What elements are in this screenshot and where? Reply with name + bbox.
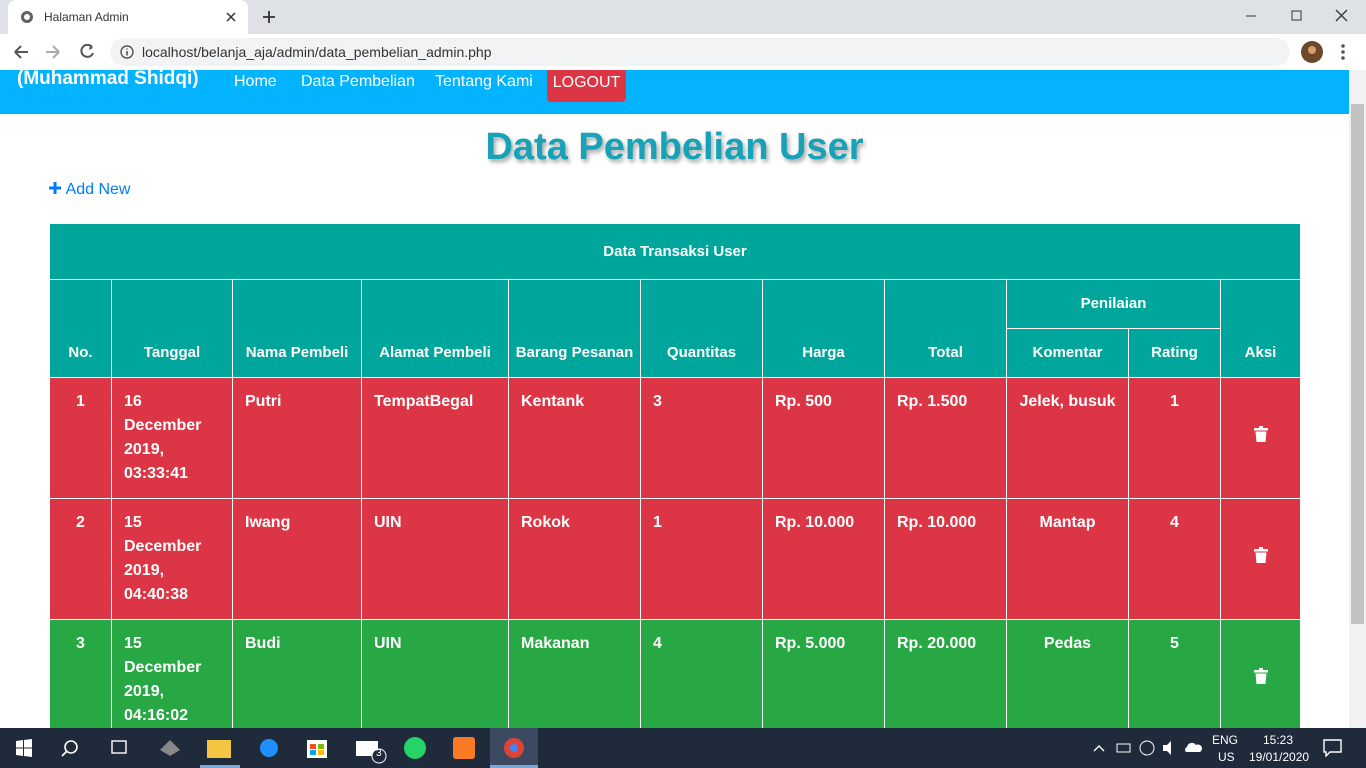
delete-icon[interactable]: [1253, 426, 1268, 442]
viewport: (Muhammad Shidqi) Home Data Pembelian Te…: [0, 70, 1349, 728]
table-cell: TempatBegal: [361, 377, 509, 499]
brand[interactable]: (Muhammad Shidqi): [17, 70, 199, 89]
logout-button[interactable]: LOGOUT: [547, 70, 626, 102]
action-cell: [1219, 498, 1302, 620]
table-cell: Rp. 5.000: [762, 619, 885, 728]
group-header: Penilaian: [1006, 279, 1221, 329]
page-title: Data Pembelian User: [485, 126, 864, 168]
new-tab[interactable]: [262, 10, 276, 24]
plus-icon: [49, 182, 61, 194]
table-cell: Putri: [232, 377, 362, 499]
table-cell: 3: [49, 619, 112, 728]
tab[interactable]: Halaman Admin: [8, 0, 248, 34]
table-cell: 1: [640, 498, 763, 620]
column-header: Barang Pesanan: [508, 279, 641, 378]
taskbar: 3 ENG US 15:23 19/01/2020: [0, 728, 1366, 768]
tab-title: Halaman Admin: [44, 10, 129, 24]
column-header: Quantitas: [640, 279, 763, 378]
profile[interactable]: [1301, 41, 1323, 63]
scroll-thumb[interactable]: [1351, 104, 1364, 624]
tab-bar: Halaman Admin: [0, 0, 1366, 34]
tray-icons[interactable]: [1090, 738, 1205, 758]
table-row: 3 15 December 2019, 04:16:02 Budi UIN Makana…: [49, 619, 1302, 728]
table-cell: Rp. 20.000: [884, 619, 1007, 728]
table-cell: Rp. 10.000: [884, 498, 1007, 620]
omnibox[interactable]: localhost/belanja_aja/admin/data_pembeli…: [110, 38, 1290, 66]
table-body: 1 16 December 2019, 03:33:41 Putri TempatBe…: [49, 377, 1302, 728]
nav-link[interactable]: Tentang Kami: [435, 73, 533, 90]
info-icon: [120, 45, 134, 59]
table-cell: Makanan: [508, 619, 641, 728]
add-new-link[interactable]: Add New: [48, 181, 130, 199]
table-cell: Kentank: [508, 377, 641, 499]
tab-close[interactable]: [226, 12, 236, 22]
nav-link[interactable]: Data Pembelian: [301, 73, 415, 90]
column-header: Alamat Pembeli: [361, 279, 509, 378]
column-header: Aksi: [1219, 279, 1302, 378]
table-cell: 1: [49, 377, 112, 499]
table-cell: Mantap: [1006, 498, 1129, 620]
clock-date[interactable]: 19/01/2020: [1249, 750, 1310, 764]
table-cell: Budi: [232, 619, 362, 728]
data-table: Data Transaksi User No. Tanggal Nama Pem…: [48, 223, 1302, 728]
delete-icon[interactable]: [1253, 668, 1268, 684]
table-cell: UIN: [361, 498, 509, 620]
column-header: No.: [49, 279, 112, 378]
table-cell: 1: [1128, 377, 1221, 499]
mail-badge: 3: [376, 748, 382, 759]
table-cell: Iwang: [232, 498, 362, 620]
delete-icon[interactable]: [1253, 547, 1268, 563]
nav-link[interactable]: Home: [234, 73, 277, 90]
url: localhost/belanja_aja/admin/data_pembeli…: [142, 44, 492, 60]
nav-buttons[interactable]: [12, 43, 102, 61]
table-row: 1 16 December 2019, 03:33:41 Putri TempatBe…: [49, 377, 1302, 499]
table-caption: Data Transaksi User: [48, 223, 1302, 280]
table-cell: 15 December 2019, 04:40:38: [111, 498, 233, 620]
table-cell: 15 December 2019, 04:16:02: [111, 619, 233, 728]
column-header: Tanggal: [111, 279, 233, 378]
column-header: Total: [884, 279, 1007, 378]
column-header: Komentar: [1006, 328, 1129, 378]
table-cell: Rokok: [508, 498, 641, 620]
navbar: (Muhammad Shidqi) Home Data Pembelian Te…: [0, 70, 1349, 114]
table-cell: UIN: [361, 619, 509, 728]
keyboard-layout[interactable]: US: [1218, 750, 1235, 764]
table-cell: Rp. 1.500: [884, 377, 1007, 499]
window-controls[interactable]: [1244, 8, 1354, 24]
add-new-text: Add New: [65, 181, 131, 198]
notifications[interactable]: [1323, 739, 1343, 757]
table-cell: 2: [49, 498, 112, 620]
tab-icon: [21, 11, 33, 23]
table-cell: 5: [1128, 619, 1221, 728]
table-cell: 4: [1128, 498, 1221, 620]
table-cell: 16 December 2019, 03:33:41: [111, 377, 233, 499]
action-cell: [1219, 377, 1302, 499]
language[interactable]: ENG: [1212, 733, 1239, 747]
clock-time[interactable]: 15:23: [1263, 733, 1294, 747]
table-cell: Jelek, busuk: [1006, 377, 1129, 499]
table-cell: Rp. 500: [762, 377, 885, 499]
menu[interactable]: [1340, 43, 1346, 61]
action-cell: [1219, 619, 1302, 728]
table-row: 2 15 December 2019, 04:40:38 Iwang UIN Rokok…: [49, 498, 1302, 620]
table-cell: 4: [640, 619, 763, 728]
column-header: Harga: [762, 279, 885, 378]
taskbar-icons[interactable]: [0, 728, 560, 768]
table-cell: Pedas: [1006, 619, 1129, 728]
table-cell: Rp. 10.000: [762, 498, 885, 620]
column-header: Rating: [1128, 328, 1221, 378]
table-cell: 3: [640, 377, 763, 499]
scrollbar[interactable]: [1349, 70, 1366, 728]
column-header: Nama Pembeli: [232, 279, 362, 378]
